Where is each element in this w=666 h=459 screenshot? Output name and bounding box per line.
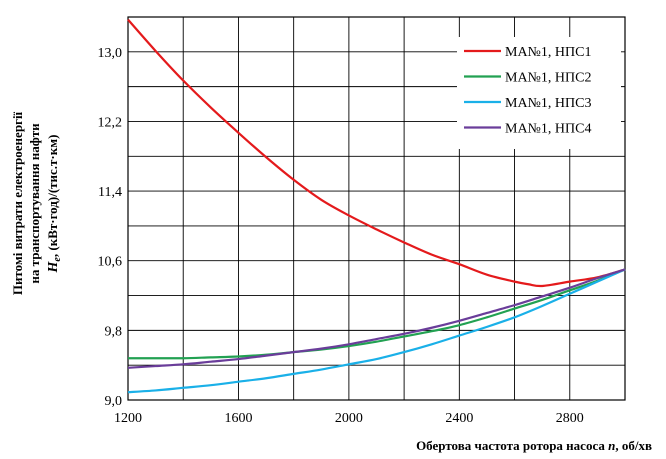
x-tick-label: 1200 — [114, 411, 142, 426]
y-tick-label: 12,2 — [98, 115, 123, 130]
y-tick-label: 11,4 — [98, 185, 122, 200]
series-line-3 — [127, 268, 626, 394]
series-line-1 — [127, 18, 626, 288]
y-axis-label-line: Питомі витрати електроенергії — [10, 111, 25, 295]
legend-label: МА№1, НПС2 — [505, 71, 591, 86]
x-tick-label: 2000 — [335, 411, 363, 426]
plot-frame — [127, 16, 626, 401]
legend: МА№1, НПС1 МА№1, НПС2 МА№1, НПС3 МА№1, НПС4 — [457, 37, 621, 149]
y-tick-labels: 9,0 9,8 10,6 11,4 12,2 13,0 — [98, 46, 123, 409]
x-tick-label: 2800 — [556, 411, 584, 426]
legend-item: МА№1, НПС4 — [464, 122, 591, 137]
x-tick-label: 2400 — [445, 411, 473, 426]
x-tick-labels: 1200 1600 2000 2400 2800 — [114, 411, 584, 426]
y-tick-label: 10,6 — [98, 255, 123, 270]
legend-label: МА№1, НПС4 — [505, 122, 591, 137]
y-tick-label: 9,0 — [105, 394, 123, 409]
legend-item: МА№1, НПС2 — [464, 71, 591, 86]
series-line-2 — [127, 268, 626, 360]
legend-item: МА№1, НПС3 — [464, 96, 591, 111]
series-layer — [127, 18, 626, 394]
y-axis-label-line: He, (кВт·год)/(тис.т·км) — [45, 135, 63, 274]
y-tick-label: 13,0 — [98, 46, 123, 61]
legend-label: МА№1, НПС3 — [505, 96, 591, 111]
y-axis-label-line: на транспортування нафти — [27, 123, 42, 284]
series-line-4 — [127, 268, 626, 369]
x-tick-label: 1600 — [224, 411, 252, 426]
legend-label: МА№1, НПС1 — [505, 45, 591, 60]
legend-background — [457, 37, 621, 149]
y-tick-label: 9,8 — [105, 324, 123, 339]
y-axis-label-group: Питомі витрати електроенергії на транспор… — [10, 111, 63, 295]
legend-item: МА№1, НПС1 — [464, 45, 591, 60]
x-axis-label: Обертова частота ротора насоса n, об/хв — [416, 438, 652, 453]
